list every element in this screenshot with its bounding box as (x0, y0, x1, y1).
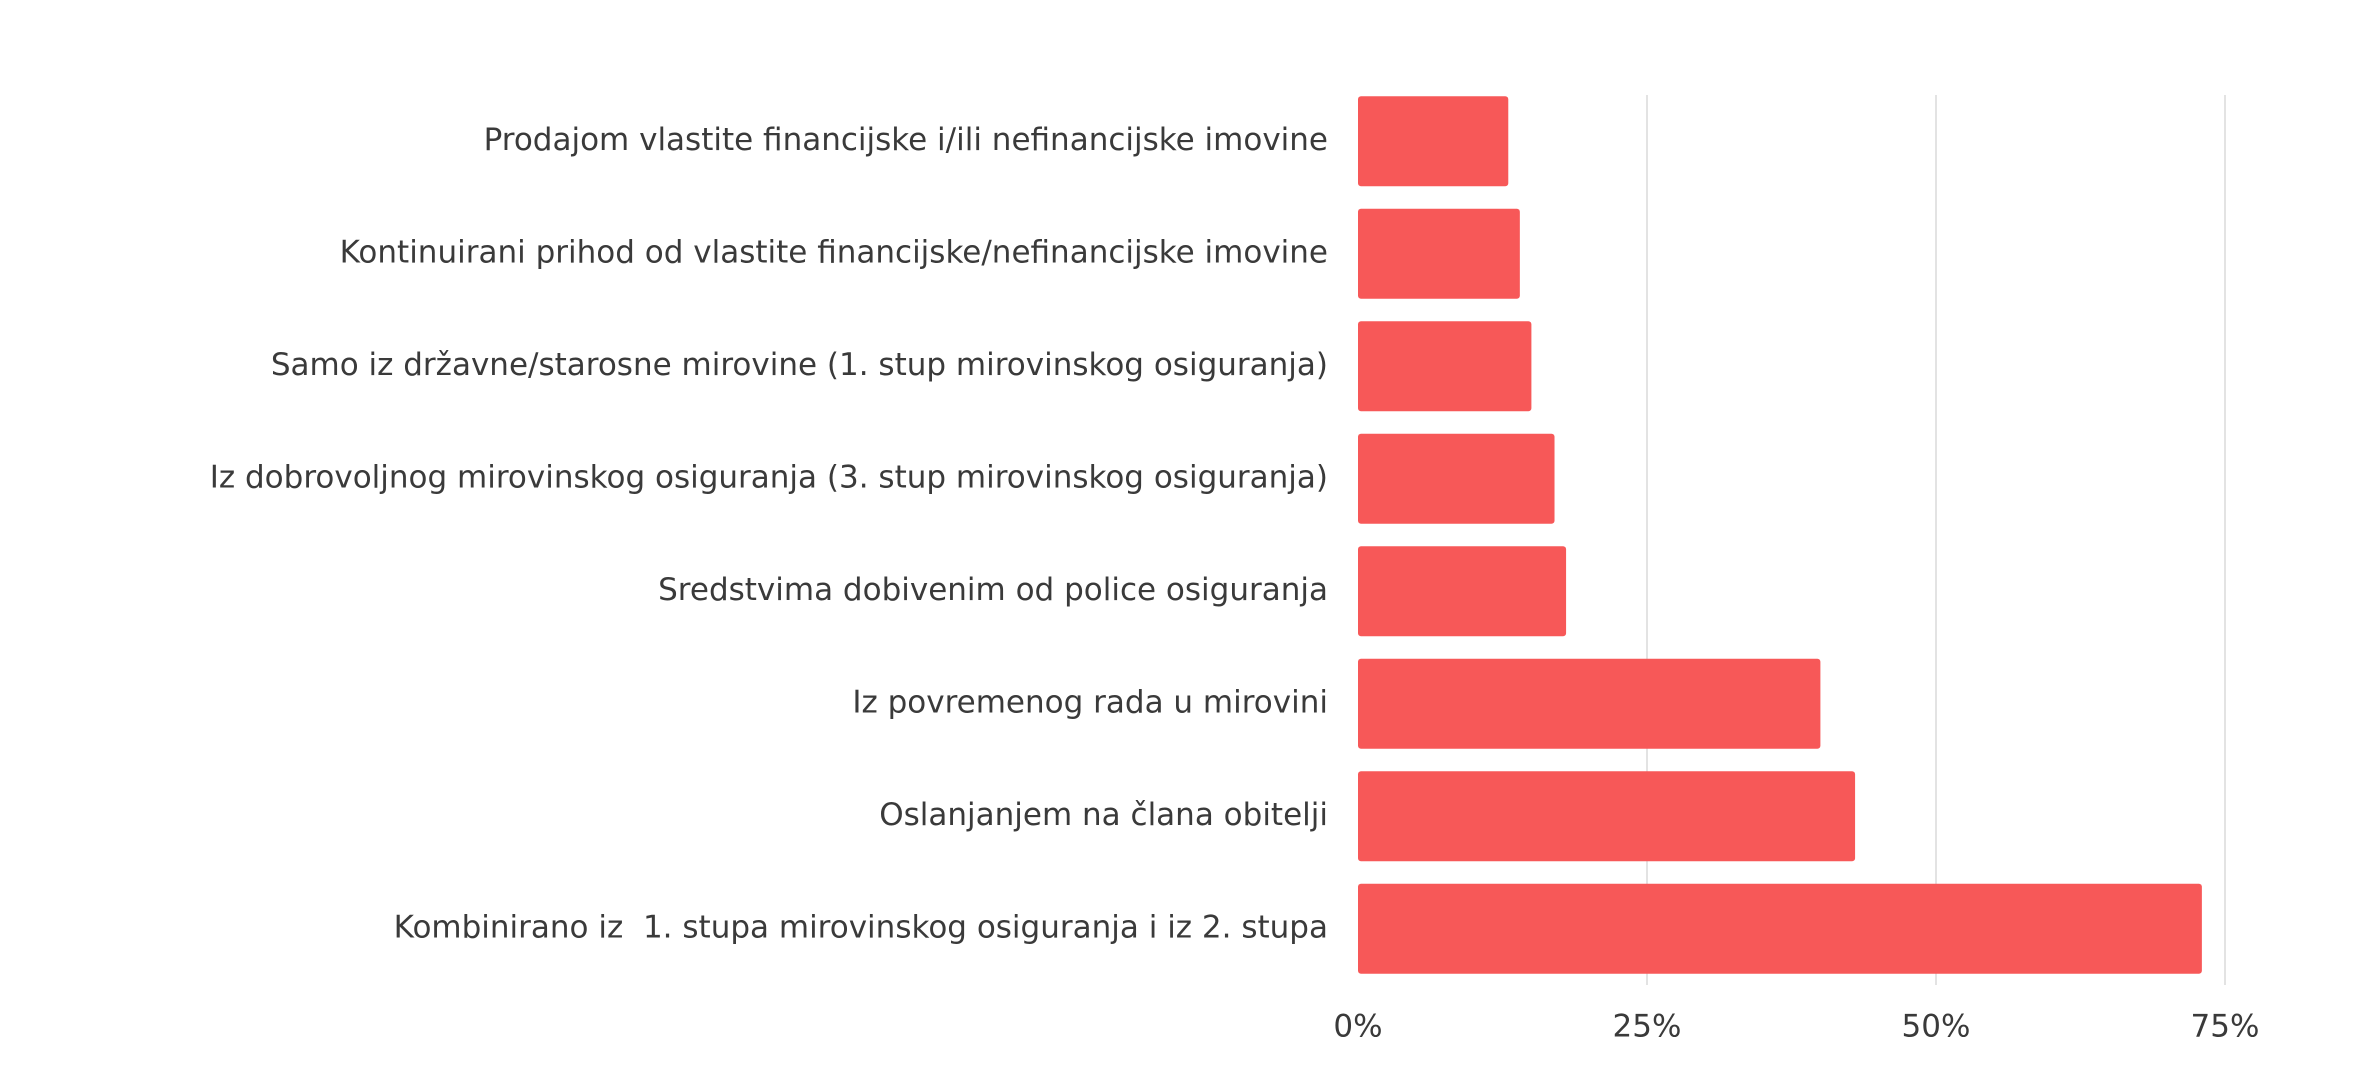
bar (1358, 658, 1821, 749)
bar (1358, 883, 2202, 974)
bar (1358, 546, 1567, 637)
x-tick-label: 0% (1333, 1009, 1382, 1045)
category-label: Iz povremenog rada u mirovini (852, 684, 1328, 720)
bar (1358, 433, 1555, 524)
category-label: Sredstvima dobivenim od police osiguranj… (658, 572, 1328, 608)
category-label: Kontinuirani prihod od vlastite financij… (340, 234, 1328, 270)
category-label: Prodajom vlastite financijske i/ili nefi… (484, 122, 1328, 158)
bar (1358, 208, 1520, 299)
x-tick-label: 25% (1613, 1009, 1682, 1045)
bar (1358, 771, 1856, 862)
bar (1358, 321, 1532, 412)
category-label: Samo iz državne/starosne mirovine (1. st… (271, 347, 1328, 383)
bar (1358, 96, 1509, 187)
x-tick-label: 50% (1902, 1009, 1971, 1045)
bars (1358, 96, 2202, 974)
category-label: Kombinirano iz 1. stupa mirovinskog osig… (394, 909, 1328, 945)
category-label: Oslanjanjem na člana obitelji (879, 797, 1328, 833)
category-labels: Prodajom vlastite financijske i/ili nefi… (210, 122, 1328, 946)
x-axis-ticks: 0% 25% 50% 75% (1333, 1009, 2259, 1045)
category-label: Iz dobrovoljnog mirovinskog osiguranja (… (210, 459, 1328, 495)
x-tick-label: 75% (2191, 1009, 2260, 1045)
